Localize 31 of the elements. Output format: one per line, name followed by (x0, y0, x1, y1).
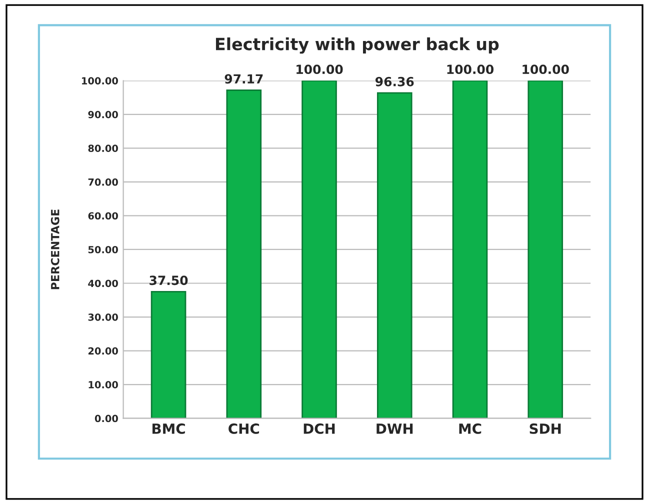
y-tick-label: 70.00 (88, 178, 118, 186)
bar (452, 80, 488, 418)
y-tick-label: 20.00 (88, 347, 118, 355)
y-tick-label: 40.00 (88, 280, 118, 288)
x-tick-label: DWH (376, 424, 413, 434)
bar (376, 92, 412, 418)
bar (302, 80, 337, 418)
data-label: 96.36 (376, 76, 414, 86)
data-label: 97.17 (224, 74, 263, 84)
bar (150, 290, 186, 418)
y-tick-label: 50.00 (88, 246, 118, 254)
bar (226, 90, 262, 418)
x-tick-label: SDH (530, 423, 561, 434)
y-tick-label: 90.00 (88, 110, 118, 118)
y-tick-label: 10.00 (88, 381, 118, 388)
chart-title: Electricity with power back up (216, 37, 499, 54)
x-tick-label: MC (459, 423, 482, 434)
x-tick-label: DCH (304, 423, 335, 434)
y-axis-title: PERCENTAGE (50, 210, 60, 290)
x-tick-label: CHC (228, 423, 260, 434)
y-tick-label: 30.00 (88, 313, 118, 321)
y-tick-label: 100.00 (82, 77, 118, 84)
x-tick-label: BMC (152, 423, 185, 434)
bar (528, 80, 564, 418)
y-tick-label: 80.00 (88, 144, 118, 152)
data-label: 100.00 (447, 64, 494, 74)
y-tick-label: 0.00 (94, 414, 118, 422)
data-label: 100.00 (522, 64, 569, 74)
data-label: 100.00 (296, 64, 343, 74)
y-tick-label: 60.00 (88, 212, 118, 220)
data-label: 37.50 (150, 276, 188, 286)
